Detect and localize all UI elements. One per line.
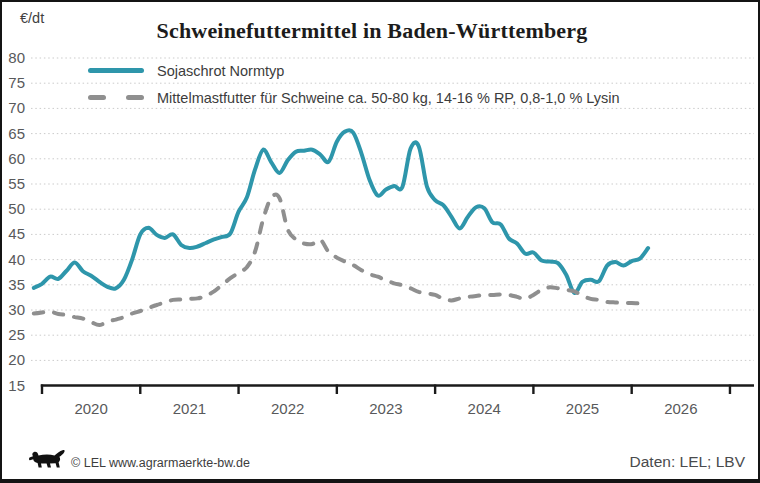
dash-segment [88, 95, 106, 100]
svg-text:45: 45 [8, 225, 25, 242]
svg-text:35: 35 [8, 276, 25, 293]
legend-swatch-solid-line [88, 68, 144, 73]
bw-lion-logo [26, 448, 66, 472]
legend-item-mittelmastfutter: Mittelmastfutter für Schweine ca. 50-80 … [88, 84, 620, 111]
svg-text:2020: 2020 [74, 400, 107, 417]
dash-segment [126, 95, 144, 100]
legend-label-sojaschrot: Sojaschrot Normtyp [157, 63, 284, 79]
svg-text:15: 15 [8, 377, 25, 394]
copyright-text: © LEL www.agrarmaerkte-bw.de [71, 456, 250, 470]
svg-text:60: 60 [8, 150, 25, 167]
svg-text:75: 75 [8, 74, 25, 91]
svg-text:2021: 2021 [173, 400, 206, 417]
legend-swatch-dashed-line [88, 95, 144, 100]
data-source-text: Daten: LEL; LBV [630, 453, 745, 471]
svg-text:2024: 2024 [468, 400, 501, 417]
legend-item-sojaschrot: Sojaschrot Normtyp [88, 57, 620, 84]
svg-text:70: 70 [8, 99, 25, 116]
svg-text:55: 55 [8, 175, 25, 192]
svg-text:20: 20 [8, 351, 25, 368]
svg-text:25: 25 [8, 326, 25, 343]
svg-text:2026: 2026 [664, 400, 697, 417]
svg-text:2022: 2022 [271, 400, 304, 417]
chart-frame: €/dt Schweinefuttermittel in Baden-Württ… [0, 0, 760, 483]
legend-label-mittelmastfutter: Mittelmastfutter für Schweine ca. 50-80 … [157, 90, 620, 106]
svg-text:2023: 2023 [369, 400, 402, 417]
svg-text:40: 40 [8, 251, 25, 268]
svg-text:65: 65 [8, 125, 25, 142]
svg-text:30: 30 [8, 301, 25, 318]
chart-legend: Sojaschrot Normtyp Mittelmastfutter für … [88, 57, 620, 111]
svg-text:2025: 2025 [566, 400, 599, 417]
svg-text:80: 80 [8, 49, 25, 66]
svg-text:50: 50 [8, 200, 25, 217]
